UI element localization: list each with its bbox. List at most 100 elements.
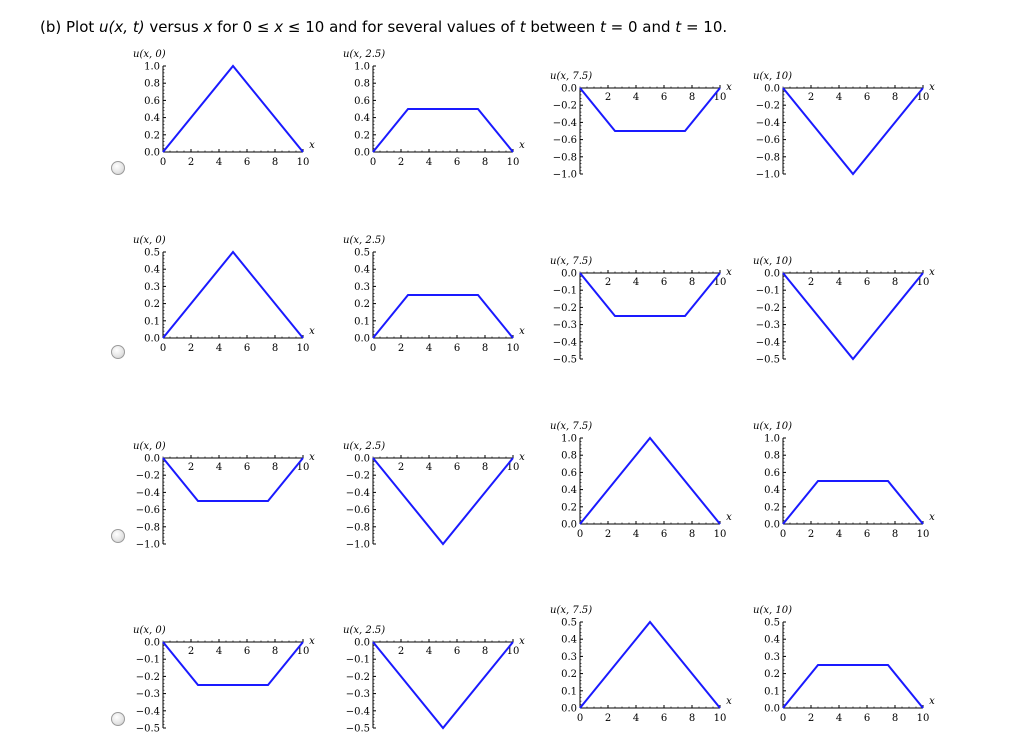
y-tick-label: 0.0 xyxy=(354,334,370,345)
x-tick-label: 6 xyxy=(661,529,667,540)
y-tick-label: 0.0 xyxy=(561,269,577,280)
y-tick-label: 1.0 xyxy=(144,62,160,73)
x-tick-label: 2 xyxy=(188,157,194,168)
u-curve xyxy=(782,272,924,361)
u-curve xyxy=(162,64,304,153)
y-tick-label: 0.2 xyxy=(354,130,370,141)
x-tick-label: 4 xyxy=(216,343,222,354)
x-tick-label-zero: 0 xyxy=(370,343,376,354)
x-tick-label: 8 xyxy=(689,92,695,103)
y-tick-label: −0.6 xyxy=(553,135,577,146)
y-tick-label: −0.2 xyxy=(553,101,577,112)
plot-title: u(x, 2.5) xyxy=(343,49,385,60)
y-tick-label: −0.2 xyxy=(756,101,780,112)
y-tick-label: 0.6 xyxy=(144,96,160,107)
y-tick-label: 0.0 xyxy=(764,520,780,531)
x-tick-label: 10 xyxy=(507,646,520,657)
x-axis-label: x xyxy=(309,326,315,337)
x-tick-label: 8 xyxy=(272,646,278,657)
radio-option-d[interactable] xyxy=(111,712,125,726)
x-tick-label: 8 xyxy=(892,277,898,288)
y-tick-label: 0.3 xyxy=(764,652,780,663)
x-tick-label-zero: 0 xyxy=(577,529,583,540)
u-curve xyxy=(579,272,721,317)
plot-title: u(x, 10) xyxy=(753,605,792,616)
x-tick-label: 10 xyxy=(297,157,310,168)
y-tick-label: −1.0 xyxy=(136,540,160,551)
x-tick-label: 2 xyxy=(605,92,611,103)
x-tick-label: 2 xyxy=(398,157,404,168)
y-tick-label: −0.2 xyxy=(346,471,370,482)
y-tick-label: −0.8 xyxy=(346,522,370,533)
x-tick-label: 8 xyxy=(892,713,898,724)
plot-title: u(x, 7.5) xyxy=(550,605,592,616)
y-tick-label: −0.2 xyxy=(553,303,577,314)
x-tick-label: 10 xyxy=(917,713,930,724)
x-axis-label: x xyxy=(726,696,732,707)
x-tick-label-zero: 0 xyxy=(160,157,166,168)
radio-option-a[interactable] xyxy=(111,161,125,175)
x-tick-label: 10 xyxy=(714,92,727,103)
y-tick-label: −0.5 xyxy=(136,724,160,735)
y-tick-label: 0.0 xyxy=(144,334,160,345)
x-tick-label: 8 xyxy=(689,277,695,288)
u-curve xyxy=(372,457,514,546)
x-tick-label: 6 xyxy=(864,277,870,288)
question-text: (b) Plot u(x, t) versus x for 0 ≤ x ≤ 10… xyxy=(40,18,727,36)
x-tick-label: 10 xyxy=(297,646,310,657)
x-tick-label-zero: 0 xyxy=(370,157,376,168)
y-tick-label: −0.1 xyxy=(136,655,160,666)
y-tick-label: 0.0 xyxy=(561,520,577,531)
u-curve xyxy=(782,87,924,176)
y-tick-label: −0.2 xyxy=(346,672,370,683)
plot-title: u(x, 7.5) xyxy=(550,256,592,267)
u-curve xyxy=(162,457,304,502)
plot-title: u(x, 0) xyxy=(133,49,166,60)
x-tick-label: 8 xyxy=(892,92,898,103)
y-tick-label: 0.6 xyxy=(561,468,577,479)
y-tick-label: −0.5 xyxy=(346,724,370,735)
y-tick-label: 0.4 xyxy=(354,265,370,276)
x-tick-label: 6 xyxy=(244,343,250,354)
plot-option-d-3: u(x, 7.5) 0.5 0.4 0.3 0.2 0.1 0.0 2 4 6 8 10 0 x xyxy=(550,605,732,724)
question-var-x: x xyxy=(203,18,213,36)
y-tick-label: 0.8 xyxy=(144,79,160,90)
y-tick-label: −0.1 xyxy=(346,655,370,666)
y-tick-label: −1.0 xyxy=(553,170,577,181)
x-tick-label: 8 xyxy=(689,529,695,540)
x-tick-label: 10 xyxy=(714,529,727,540)
x-tick-label: 2 xyxy=(605,713,611,724)
y-tick-label: 0.0 xyxy=(354,638,370,649)
question-func: u(x, t) xyxy=(99,18,145,36)
x-tick-label: 6 xyxy=(661,713,667,724)
x-tick-label: 4 xyxy=(633,92,639,103)
y-tick-label: −0.1 xyxy=(553,286,577,297)
x-tick-label: 8 xyxy=(689,713,695,724)
u-curve xyxy=(372,294,514,339)
y-tick-label: 0.5 xyxy=(144,248,160,259)
radio-option-b[interactable] xyxy=(111,345,125,359)
x-tick-label: 8 xyxy=(272,343,278,354)
y-tick-label: −0.6 xyxy=(136,505,160,516)
y-tick-label: 0.1 xyxy=(354,316,370,327)
x-tick-label: 10 xyxy=(297,462,310,473)
x-tick-label: 2 xyxy=(188,343,194,354)
y-tick-label: 0.3 xyxy=(561,652,577,663)
x-tick-label: 2 xyxy=(808,92,814,103)
radio-option-c[interactable] xyxy=(111,529,125,543)
y-tick-label: 0.5 xyxy=(764,618,780,629)
y-tick-label: 0.1 xyxy=(561,686,577,697)
x-tick-label: 4 xyxy=(633,529,639,540)
plot-option-a-4: u(x, 10) 0.0 −0.2 −0.4 −0.6 −0.8 −1.0 2 4 6 8 10x xyxy=(753,71,935,181)
x-tick-label: 6 xyxy=(661,277,667,288)
question-var-t2: t xyxy=(599,18,606,36)
x-tick-label: 10 xyxy=(507,343,520,354)
x-tick-label-zero: 0 xyxy=(780,529,786,540)
y-tick-label: 0.4 xyxy=(144,265,160,276)
u-curve xyxy=(162,641,304,686)
x-tick-label: 2 xyxy=(398,646,404,657)
u-curve xyxy=(782,480,924,525)
plot-option-a-2: u(x, 2.5) 1.0 0.8 0.6 0.4 0.2 0.0 2 4 6 8 10 0 x xyxy=(343,49,525,168)
x-tick-label: 10 xyxy=(714,713,727,724)
